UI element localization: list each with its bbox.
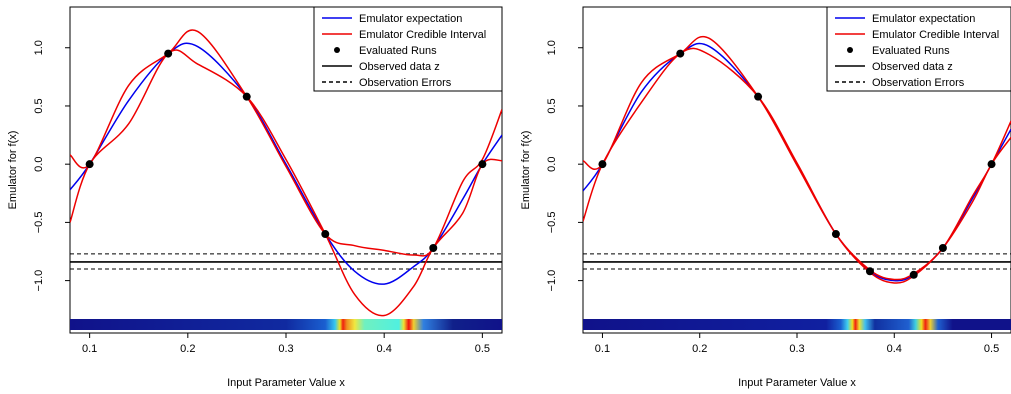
evaluated-run-point — [164, 49, 173, 58]
legend-entry-label: Observation Errors — [359, 77, 452, 89]
y-tick-label: 1.0 — [546, 40, 558, 55]
x-tick-label: 0.2 — [692, 343, 707, 355]
plot-area — [583, 35, 1011, 284]
y-tick-label: −1.0 — [546, 270, 558, 292]
x-tick-label: 0.3 — [789, 343, 804, 355]
y-tick-label: 1.0 — [33, 40, 45, 55]
y-tick-label: 0.0 — [33, 157, 45, 172]
evaluated-run-point — [754, 92, 763, 101]
x-axis-title: Input Parameter Value x — [227, 377, 345, 389]
x-tick-label: 0.3 — [278, 343, 293, 355]
evaluated-run-point — [321, 230, 330, 239]
evaluated-run-point — [676, 49, 685, 58]
chart-panel-2: 0.1 0.2 0.3 0.4 0.5 −1.0 −0.5 0.0 0.5 1.0 Input Pa… — [520, 6, 1011, 389]
x-tick-label: 0.5 — [475, 343, 490, 355]
x-tick-label: 0.2 — [180, 343, 195, 355]
x-tick-label: 0.1 — [82, 343, 97, 355]
legend-point-key — [334, 47, 340, 53]
credible-interval-line — [70, 49, 502, 317]
legend-entry-label: Evaluated Runs — [359, 45, 437, 57]
chart-panel-1: 0.1 0.2 0.3 0.4 0.5 −1.0 −0.5 0.0 0.5 1.0 Input Pa… — [7, 6, 503, 389]
implausibility-strip — [583, 319, 1011, 330]
evaluated-run-point — [429, 244, 438, 253]
legend-entry-label: Observation Errors — [872, 77, 965, 89]
y-tick-label: −0.5 — [33, 212, 45, 234]
legend: Emulator expectation Emulator Credible In… — [313, 6, 503, 92]
legend-entry-label: Evaluated Runs — [872, 45, 950, 57]
y-tick-label: 0.5 — [33, 98, 45, 113]
legend-entry-label: Observed data z — [359, 61, 440, 73]
credible-interval-line — [583, 47, 1011, 284]
implausibility-strip — [70, 319, 502, 330]
x-tick-label: 0.4 — [377, 343, 392, 355]
legend-entry-label: Emulator Credible Interval — [359, 29, 486, 41]
x-tick-label: 0.1 — [595, 343, 610, 355]
x-tick-label: 0.4 — [887, 343, 902, 355]
evaluated-run-point — [831, 230, 840, 239]
x-tick-label: 0.5 — [984, 343, 999, 355]
x-axis-title: Input Parameter Value x — [738, 377, 856, 389]
legend-entry-label: Observed data z — [872, 61, 953, 73]
y-axis-title: Emulator for f(x) — [520, 131, 532, 210]
evaluated-run-point — [478, 160, 487, 169]
evaluated-run-point — [938, 244, 947, 253]
legend-entry-label: Emulator expectation — [872, 13, 975, 25]
evaluated-run-point — [909, 270, 918, 279]
legend-point-key — [847, 47, 853, 53]
legend-box — [313, 6, 503, 92]
y-tick-label: 0.5 — [546, 98, 558, 113]
legend-box — [826, 6, 1011, 92]
plot-area — [70, 29, 502, 317]
legend-entry-label: Emulator expectation — [359, 13, 462, 25]
legend-entry-label: Emulator Credible Interval — [872, 29, 999, 41]
y-tick-label: −0.5 — [546, 212, 558, 234]
evaluated-run-point — [598, 160, 607, 169]
evaluated-run-point — [242, 92, 251, 101]
evaluated-run-point — [85, 160, 94, 169]
y-tick-label: −1.0 — [33, 270, 45, 292]
y-tick-label: 0.0 — [546, 157, 558, 172]
evaluated-run-point — [987, 160, 996, 169]
legend: Emulator expectation Emulator Credible In… — [826, 6, 1011, 92]
evaluated-run-point — [865, 267, 874, 276]
y-axis-title: Emulator for f(x) — [7, 131, 19, 210]
credible-interval-line — [70, 29, 502, 257]
